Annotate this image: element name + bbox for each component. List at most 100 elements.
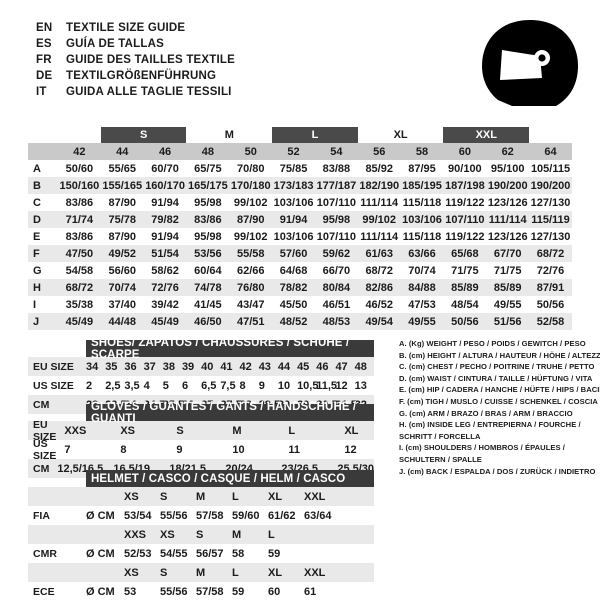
row-key-j: J <box>33 315 40 328</box>
table-cell: 63/66 <box>408 247 436 260</box>
table-cell: 44/48 <box>108 315 136 328</box>
table-row: B 150/160 155/165 160/170 165/175 170/180 173/… <box>28 177 572 194</box>
table-cell: 71/74 <box>65 213 94 226</box>
table-cell: 35/38 <box>65 298 94 311</box>
table-cell: 80/84 <box>322 281 351 294</box>
table-cell: 85/92 <box>365 162 393 175</box>
table-cell: L <box>288 424 296 437</box>
table-cell: 48/53 <box>322 315 351 328</box>
table-row: US SIZE 2 2,5 3,5 4 5 6 6,5 7,5 8 9 10 10,5 11,5 12 13 <box>28 376 374 395</box>
table-row: EU SIZE XXS XS S M L XL <box>28 418 374 443</box>
row-label: US SIZE <box>33 379 74 392</box>
unit-spacer <box>86 567 124 579</box>
title-text: TEXTILGRÖßENFÜHRUNG <box>66 70 217 82</box>
table-cell: 58/62 <box>151 264 179 277</box>
table-row: A 50/60 55/65 60/70 65/75 70/80 75/85 83/88 85/9… <box>28 160 572 177</box>
title-lang-code: ES <box>36 38 52 50</box>
table-cell: 6,5 <box>201 379 217 392</box>
row-key-g: G <box>33 264 42 277</box>
table-cell: 48/52 <box>279 315 308 328</box>
table-row: C 83/86 87/90 91/94 95/98 99/102 103/106 107/11… <box>28 194 572 211</box>
helmet-standard-label: ECE <box>33 585 55 598</box>
table-cell: 46 <box>316 360 329 373</box>
table-cell: 123/126 <box>487 196 528 209</box>
helmet-unit: Ø CM <box>86 509 115 522</box>
unit-spacer <box>86 491 124 503</box>
table-cell: 46/50 <box>194 315 222 328</box>
helmet-title: HELMET / CASCO / CASQUE / HELM / CASCO <box>86 470 374 487</box>
table-row: D 71/74 75/78 79/82 83/86 87/90 91/94 95/98 99/1… <box>28 211 572 228</box>
size-header-56: 56 <box>373 145 386 158</box>
row-values: 2 2,5 3,5 4 5 6 6,5 7,5 8 9 10 10,5 11,5 12 13 <box>86 380 374 392</box>
row-key-b: B <box>33 179 41 192</box>
table-cell: 55/65 <box>108 162 136 175</box>
table-cell: 39 <box>181 360 195 373</box>
measurement-legend: A. (Kg) WEIGHT / PESO / POIDS / GEWITCH … <box>399 338 600 477</box>
helmet-size-header: XS <box>160 528 175 541</box>
helmet-size-header: XL <box>268 490 283 503</box>
table-cell: 45 <box>297 360 310 373</box>
title-block: EN TEXTILE SIZE GUIDE ES GUÍA DE TALLAS FR GU… <box>36 22 235 102</box>
racing-helmet-icon <box>478 18 582 115</box>
table-cell: 51/56 <box>493 315 522 328</box>
table-cell: 83/88 <box>322 162 351 175</box>
legend-line: E. (cm) HIP / CADERA / HANCHE / HÜFTE / … <box>399 385 600 395</box>
table-cell: 39/42 <box>151 298 179 311</box>
size-band-l: L <box>272 127 358 143</box>
row-label: EU SIZE <box>33 418 57 443</box>
size-header-52: 52 <box>287 145 300 158</box>
row-key-h: H <box>33 281 41 294</box>
table-cell: 90/100 <box>448 162 482 175</box>
table-cell: 57/58 <box>196 585 224 598</box>
table-cell: 177/187 <box>316 179 357 192</box>
table-cell: 37 <box>143 360 156 373</box>
table-cell: XL <box>344 424 359 437</box>
helmet-size-header: L <box>232 490 239 503</box>
table-cell: 44 <box>277 360 291 373</box>
row-label: US SIZE <box>33 437 57 462</box>
legend-line: B. (cm) HEIGHT / ALTURA / HAUTEUR / HÖHE… <box>399 350 600 360</box>
table-cell: 47/51 <box>236 315 265 328</box>
title-row-es: ES GUÍA DE TALLAS <box>36 38 235 54</box>
helmet-value-row: FIA Ø CM 53/54 55/56 57/58 59/60 61/62 63/64 <box>28 506 374 525</box>
table-cell: 46/51 <box>322 298 351 311</box>
table-cell: 49/55 <box>493 298 522 311</box>
table-cell: 95/98 <box>322 213 351 226</box>
table-cell: 75/85 <box>279 162 308 175</box>
gloves-title: GLOVES / GUANTES / GANTS / HANDSCHUHE / … <box>86 401 374 425</box>
row-values: XXS XS S M L XL <box>56 425 392 437</box>
size-header-44: 44 <box>116 145 129 158</box>
table-cell: 65/75 <box>194 162 222 175</box>
table-cell: 51/54 <box>151 247 179 260</box>
table-row: I 35/38 37/40 39/42 41/45 43/47 45/50 46/51 46/5… <box>28 296 572 313</box>
table-cell: 83/86 <box>65 196 94 209</box>
title-row-de: DE TEXTILGRÖßENFÜHRUNG <box>36 70 235 86</box>
table-row: G 54/58 56/60 58/62 60/64 62/66 64/68 66/70 68/7… <box>28 262 572 279</box>
table-cell: 190/200 <box>530 179 571 192</box>
table-cell: 49/52 <box>108 247 136 260</box>
table-cell: 38 <box>162 360 175 373</box>
table-cell: 55/56 <box>160 509 188 522</box>
table-cell: 11 <box>288 443 300 456</box>
band-label-spacer <box>28 127 58 143</box>
table-cell: 10,5 <box>297 379 319 392</box>
table-cell: 63/64 <box>304 509 332 522</box>
table-cell: 42 <box>239 360 252 373</box>
helmet-size-header: L <box>232 566 239 579</box>
table-cell: 60/64 <box>194 264 222 277</box>
table-cell: 119/122 <box>445 196 485 209</box>
helmet-size-header: M <box>232 528 242 541</box>
table-cell: 87/91 <box>536 281 565 294</box>
size-band-m: M <box>186 127 273 143</box>
helmet-values: Ø CM 52/53 54/55 56/57 58 59 <box>86 548 374 560</box>
table-cell: 50/56 <box>451 315 479 328</box>
table-cell: 55/56 <box>160 585 188 598</box>
table-cell: 52/53 <box>124 547 152 560</box>
table-cell: 54/55 <box>160 547 188 560</box>
row-key-d: D <box>33 213 41 226</box>
table-cell: 54/58 <box>65 264 94 277</box>
table-cell: 87/95 <box>408 162 436 175</box>
helmet-size-values: XXS XS S M L <box>86 529 374 541</box>
table-cell: 72/76 <box>151 281 179 294</box>
row-label: CM <box>33 462 50 475</box>
